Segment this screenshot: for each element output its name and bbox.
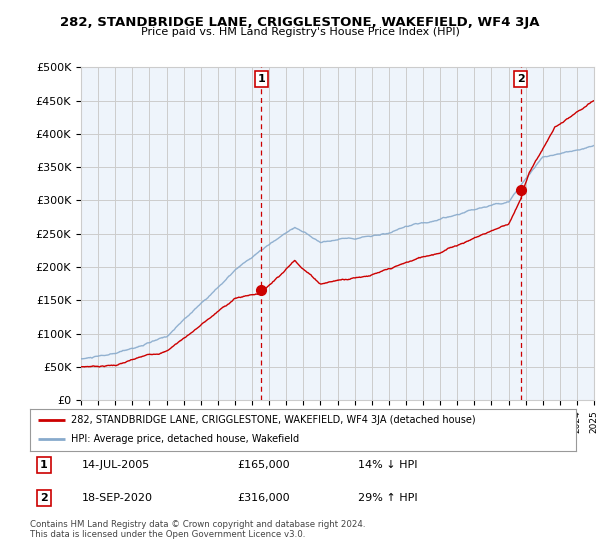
Text: 2: 2 — [40, 493, 47, 503]
Text: 282, STANDBRIDGE LANE, CRIGGLESTONE, WAKEFIELD, WF4 3JA: 282, STANDBRIDGE LANE, CRIGGLESTONE, WAK… — [60, 16, 540, 29]
Text: 282, STANDBRIDGE LANE, CRIGGLESTONE, WAKEFIELD, WF4 3JA (detached house): 282, STANDBRIDGE LANE, CRIGGLESTONE, WAK… — [71, 415, 476, 425]
Text: 1: 1 — [257, 74, 265, 84]
Text: 18-SEP-2020: 18-SEP-2020 — [82, 493, 153, 503]
Text: Contains HM Land Registry data © Crown copyright and database right 2024.
This d: Contains HM Land Registry data © Crown c… — [30, 520, 365, 539]
Text: Price paid vs. HM Land Registry's House Price Index (HPI): Price paid vs. HM Land Registry's House … — [140, 27, 460, 37]
Text: 1: 1 — [40, 460, 47, 470]
Text: HPI: Average price, detached house, Wakefield: HPI: Average price, detached house, Wake… — [71, 435, 299, 445]
Text: 14-JUL-2005: 14-JUL-2005 — [82, 460, 150, 470]
Text: 14% ↓ HPI: 14% ↓ HPI — [358, 460, 417, 470]
Text: 29% ↑ HPI: 29% ↑ HPI — [358, 493, 417, 503]
Text: 2: 2 — [517, 74, 524, 84]
Text: £316,000: £316,000 — [238, 493, 290, 503]
Text: £165,000: £165,000 — [238, 460, 290, 470]
